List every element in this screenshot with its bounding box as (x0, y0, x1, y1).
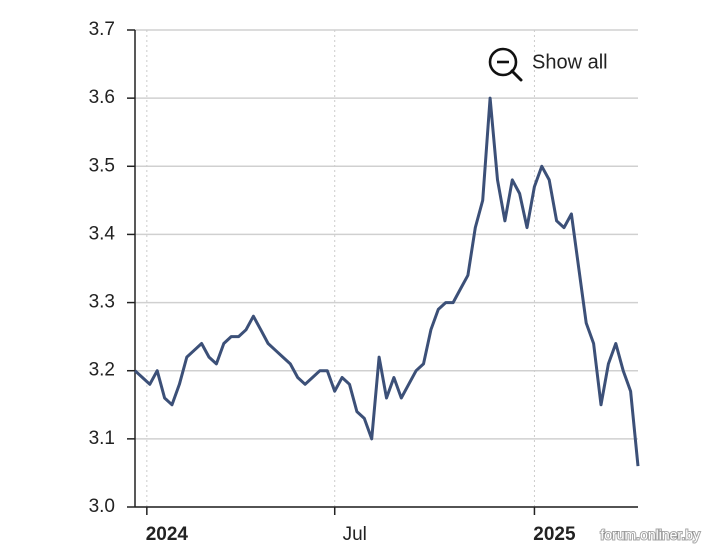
watermark: forum.onliner.by (600, 527, 700, 543)
y-tick-label: 3.0 (89, 496, 115, 517)
zoom-out-icon (488, 47, 518, 77)
x-tick-label: 2025 (533, 524, 576, 545)
x-tick-label: Jul (343, 524, 367, 545)
y-tick-label: 3.3 (89, 292, 115, 313)
plot-area: 3.0 3.1 3.2 3.3 3.4 3.5 3.6 3.7 2024 Jul 2025 (89, 19, 640, 545)
zoom-out-icon (510, 69, 523, 82)
price-line (133, 96, 640, 467)
y-tick-label: 3.2 (89, 360, 115, 381)
y-tick-label: 3.5 (89, 155, 115, 176)
show-all-button[interactable]: Show all (488, 47, 608, 82)
y-tick-label: 3.4 (89, 223, 116, 244)
y-tick-label: 3.1 (89, 428, 115, 449)
y-tick-label: 3.6 (89, 87, 115, 108)
y-tick-label: 3.7 (89, 19, 115, 40)
show-all-label[interactable]: Show all (532, 51, 608, 73)
x-tick-label: 2024 (146, 524, 189, 545)
